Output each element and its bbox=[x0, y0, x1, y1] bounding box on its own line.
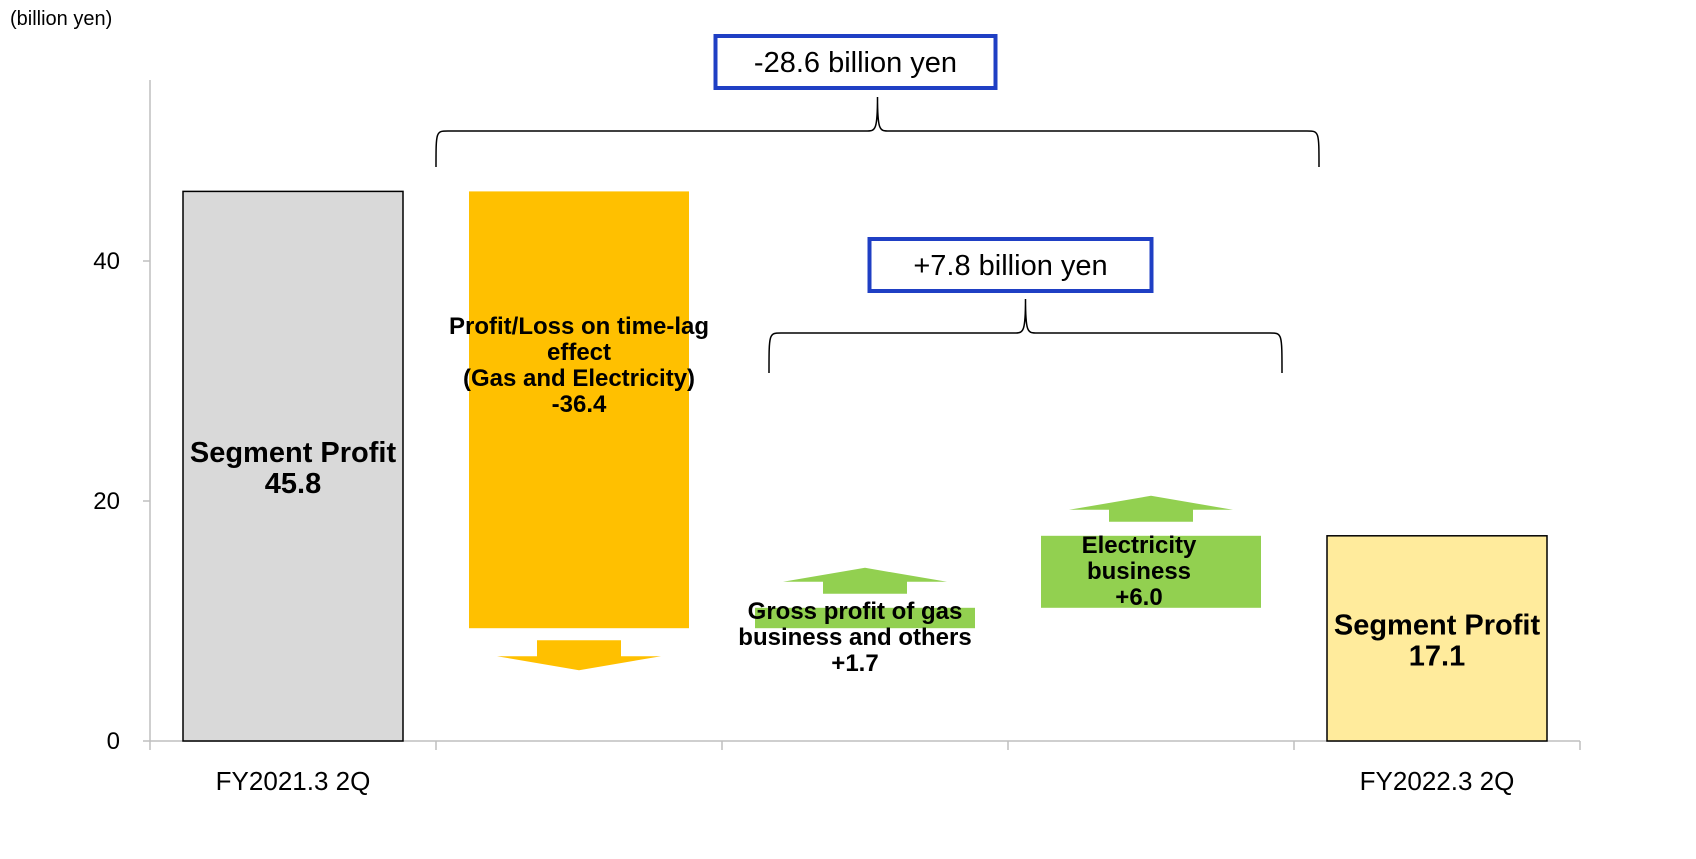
bar-label-gas: business and others bbox=[738, 624, 971, 651]
bar-label-elec: Electricity bbox=[1082, 532, 1197, 559]
bar-label-seg2022: Segment Profit bbox=[1334, 609, 1541, 641]
bar-seg2021 bbox=[182, 190, 404, 742]
bar-label-seg2021: Segment Profit bbox=[190, 437, 397, 469]
data-label-gas: +1.7 bbox=[831, 650, 878, 677]
bar-label-timelag: Profit/Loss on time-lag bbox=[449, 313, 709, 340]
data-label-elec: +6.0 bbox=[1115, 584, 1162, 611]
bar-gas bbox=[755, 607, 975, 629]
bar-label-elec: business bbox=[1087, 558, 1191, 585]
brace-sub-change bbox=[768, 298, 1283, 374]
data-label-timelag: -36.4 bbox=[552, 391, 607, 418]
annotation-sub-change-box bbox=[867, 237, 1154, 293]
bar-label-timelag: (Gas and Electricity) bbox=[463, 365, 695, 392]
annotation-total-change-box bbox=[713, 34, 998, 90]
brace-total-change bbox=[435, 96, 1320, 168]
annotation-sub-change: +7.8 billion yen bbox=[913, 250, 1107, 282]
data-label-seg2022: 17.1 bbox=[1409, 640, 1465, 672]
bar-timelag bbox=[469, 191, 689, 629]
x-tick-label: FY2022.3 2Q bbox=[1360, 766, 1515, 796]
bar-label-timelag: effect bbox=[547, 339, 611, 366]
y-tick-label: 0 bbox=[107, 728, 120, 755]
arrow-up-elec bbox=[1069, 495, 1233, 522]
bar-label-gas: Gross profit of gas bbox=[748, 598, 963, 625]
unit-label: (billion yen) bbox=[10, 8, 113, 30]
arrow-up-gas bbox=[783, 567, 947, 594]
bar-elec bbox=[1041, 535, 1261, 608]
arrow-down-timelag bbox=[497, 640, 661, 671]
x-tick-label: FY2021.3 2Q bbox=[216, 766, 371, 796]
data-label-seg2021: 45.8 bbox=[265, 468, 321, 500]
annotation-total-change: -28.6 billion yen bbox=[754, 47, 957, 79]
bar-seg2022 bbox=[1326, 535, 1548, 742]
y-tick-label: 40 bbox=[93, 248, 120, 275]
y-tick-label: 20 bbox=[93, 488, 120, 515]
